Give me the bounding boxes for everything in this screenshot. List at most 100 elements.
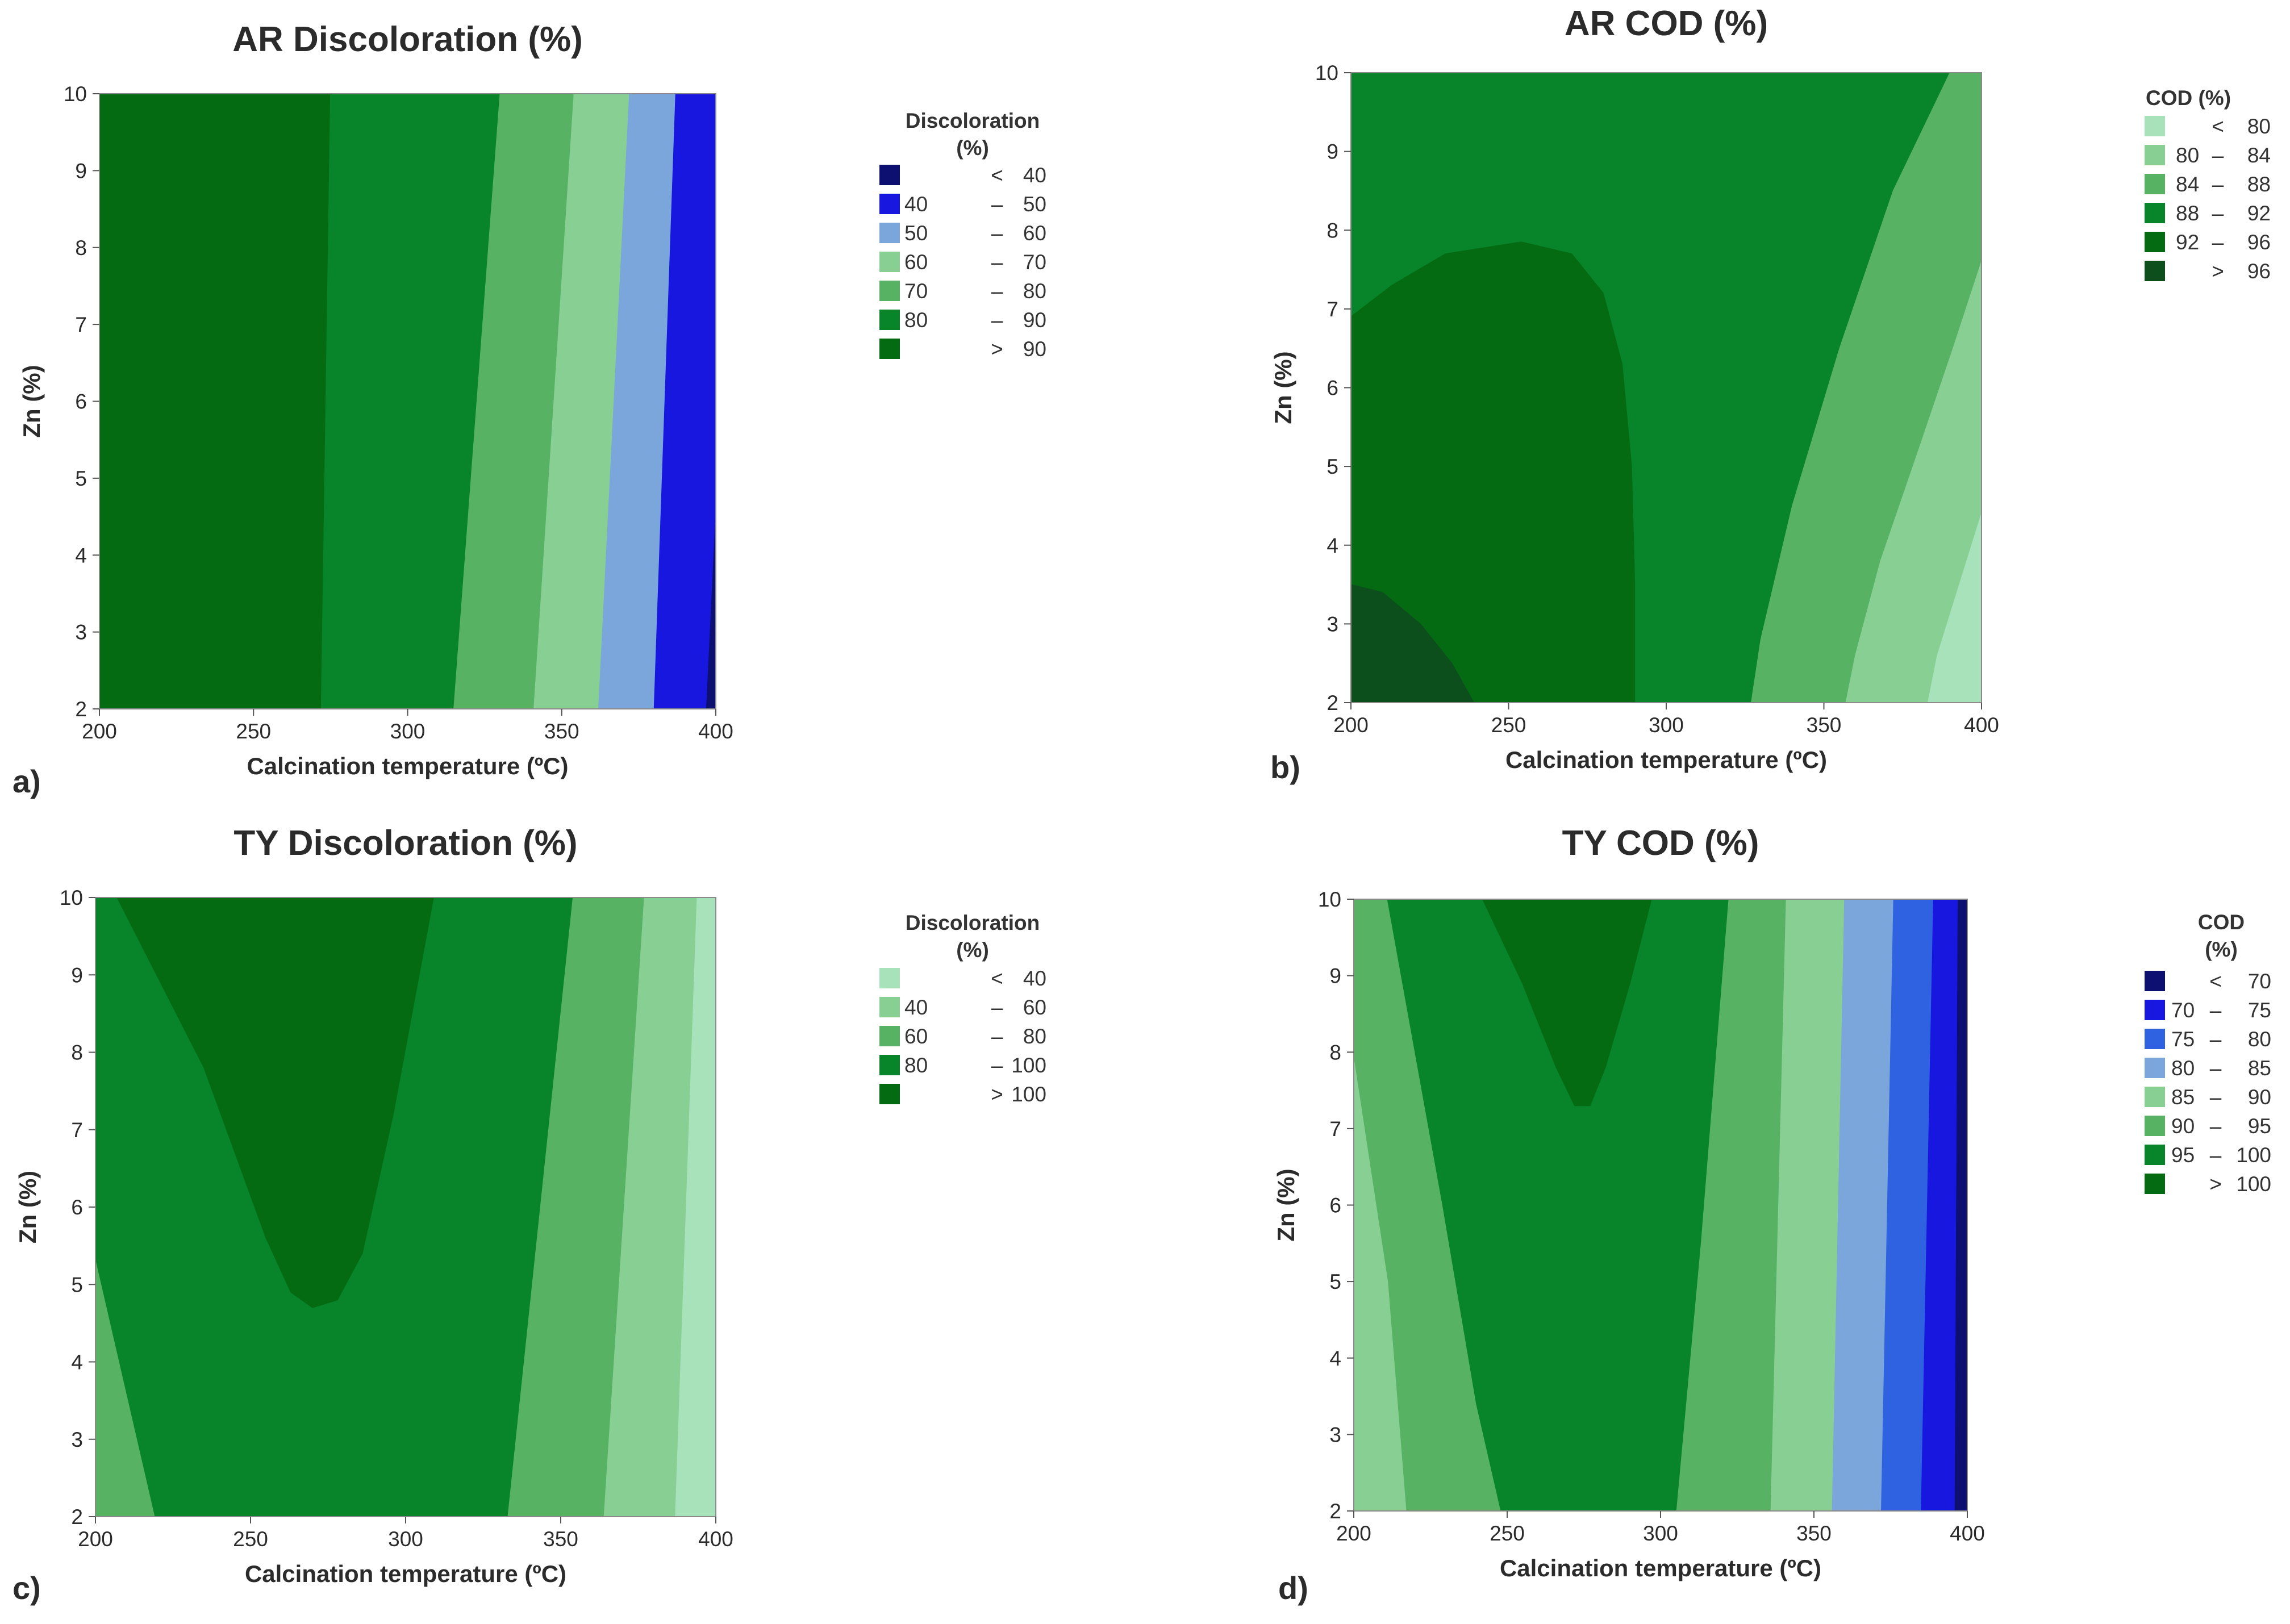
legend-range-separator: –: [991, 308, 1003, 332]
contour-region: [320, 94, 501, 709]
legend-range-low: 80: [904, 1054, 928, 1077]
chart-panel-b: 200 250 300 350 400 2 3 4 5 6 7 8 9 10 AR COD (%) Calci…: [1270, 4, 2271, 785]
legend-range-low: 80: [2171, 1057, 2195, 1080]
legend-range-high: 96: [2247, 231, 2271, 254]
legend-item: 80–84: [2145, 144, 2271, 167]
legend-swatch: [879, 1026, 900, 1046]
legend-swatch: [879, 194, 900, 214]
x-axis-label: Calcination temperature (ºC): [245, 1560, 566, 1587]
legend-swatch: [879, 252, 900, 272]
y-tick-label: 8: [1327, 219, 1338, 242]
chart-title: TY COD (%): [1562, 824, 1759, 863]
legend-swatch: [2145, 971, 2165, 991]
contour-regions: [99, 94, 716, 709]
legend: Discoloration (%)< 4040–5050–6060–7070–808…: [879, 109, 1046, 361]
legend-item: 75– 80: [2145, 1028, 2271, 1051]
legend-range-high: 40: [1023, 967, 1046, 990]
y-tick-label: 9: [1329, 965, 1341, 988]
legend-range-low: 60: [904, 1025, 928, 1048]
legend-swatch: [879, 339, 900, 359]
legend-range-low: 70: [904, 279, 928, 303]
y-tick-label: 3: [75, 621, 87, 644]
x-axis-label: Calcination temperature (ºC): [247, 753, 568, 779]
legend-swatch: [2145, 145, 2165, 165]
legend-range-high: 100: [1011, 1083, 1046, 1106]
legend-item: 60 –70: [879, 251, 1046, 274]
x-tick-label: 200: [1333, 713, 1369, 737]
legend-range-separator: >: [2212, 260, 2224, 283]
y-tick-label: 7: [1327, 298, 1338, 321]
y-axis-label: Zn (%): [18, 365, 45, 437]
legend-swatch: [2145, 1000, 2165, 1020]
panel-letter: b): [1270, 749, 1300, 785]
legend-swatch: [2145, 1174, 2165, 1194]
legend-range-low: 92: [2176, 231, 2199, 254]
contour-region: [95, 1261, 155, 1517]
x-tick-label: 350: [543, 1527, 578, 1551]
legend-range-high: 60: [1023, 222, 1046, 245]
contour-region: [1387, 899, 1729, 1511]
legend-range-high: 60: [1023, 996, 1046, 1019]
contour-region: [1482, 899, 1652, 1107]
contour-region: [675, 897, 716, 1517]
legend-title-line: Discoloration: [906, 911, 1040, 934]
y-axis-label: Zn (%): [1270, 351, 1296, 424]
y-tick-label: 9: [1327, 140, 1338, 164]
y-tick-label: 3: [1329, 1423, 1341, 1446]
x-axis-label: Calcination temperature (ºC): [1500, 1555, 1821, 1581]
y-tick-label: 2: [1327, 691, 1338, 715]
legend-swatch: [2145, 261, 2165, 281]
x-tick-label: 350: [1807, 713, 1842, 737]
legend-range-separator: –: [2210, 999, 2222, 1022]
legend-swatch: [879, 968, 900, 988]
legend-range-high: 75: [2248, 999, 2271, 1022]
y-tick-label: 6: [1329, 1194, 1341, 1217]
legend-range-high: 40: [1023, 164, 1046, 187]
legend-range-high: 88: [2247, 173, 2271, 196]
legend-title-line: (%): [956, 938, 989, 962]
chart-panel-c: 200 250 300 350 400 2 3 4 5 6 7 8 9 10 TY Discoloratio…: [12, 824, 1046, 1606]
legend-range-separator: –: [991, 222, 1003, 245]
legend-range-low: 50: [904, 222, 928, 245]
contour-regions: [1351, 73, 1982, 703]
legend-item: 80 –100: [879, 1054, 1046, 1077]
legend-swatch: [2145, 1087, 2165, 1107]
legend-swatch: [2145, 1058, 2165, 1078]
legend-item: 90– 95: [2145, 1114, 2271, 1138]
legend-title-line: (%): [956, 136, 989, 160]
legend-item: 80– 85: [2145, 1057, 2271, 1080]
x-axis-label: Calcination temperature (ºC): [1505, 746, 1827, 773]
legend-range-separator: –: [991, 996, 1003, 1019]
contour-region: [99, 94, 331, 709]
legend-range-low: 80: [904, 308, 928, 332]
legend-range-separator: –: [2210, 1086, 2222, 1109]
y-tick-label: 3: [1327, 612, 1338, 636]
legend-item: 84–88: [2145, 173, 2271, 196]
contour-region: [453, 94, 575, 709]
legend-range-separator: –: [2210, 1057, 2222, 1080]
y-tick-label: 5: [1327, 455, 1338, 478]
legend-range-low: 85: [2171, 1086, 2195, 1109]
y-tick-label: 4: [1327, 534, 1338, 557]
y-tick-label: 9: [75, 159, 87, 182]
legend-item: 85– 90: [2145, 1086, 2271, 1109]
legend-item: >100: [2145, 1172, 2271, 1196]
legend-range-high: 90: [2248, 1086, 2271, 1109]
legend-swatch: [2145, 232, 2165, 252]
legend-range-separator: –: [2210, 1028, 2222, 1051]
y-tick-label: 7: [1329, 1117, 1341, 1141]
y-axis-label: Zn (%): [14, 1171, 41, 1243]
legend-range-high: 90: [1023, 337, 1046, 361]
legend-range-separator: <: [991, 967, 1003, 990]
y-tick-label: 10: [1315, 61, 1338, 85]
legend-range-low: 80: [2176, 144, 2199, 167]
x-tick-label: 350: [544, 720, 579, 743]
legend-title: COD (%): [2146, 86, 2231, 110]
legend-range-high: 90: [1023, 308, 1046, 332]
x-tick-label: 200: [82, 720, 117, 743]
y-axis-label: Zn (%): [1273, 1168, 1299, 1241]
y-tick-label: 4: [1329, 1347, 1341, 1370]
x-tick-label: 200: [78, 1527, 113, 1551]
legend-item: 80 –90: [879, 308, 1046, 332]
